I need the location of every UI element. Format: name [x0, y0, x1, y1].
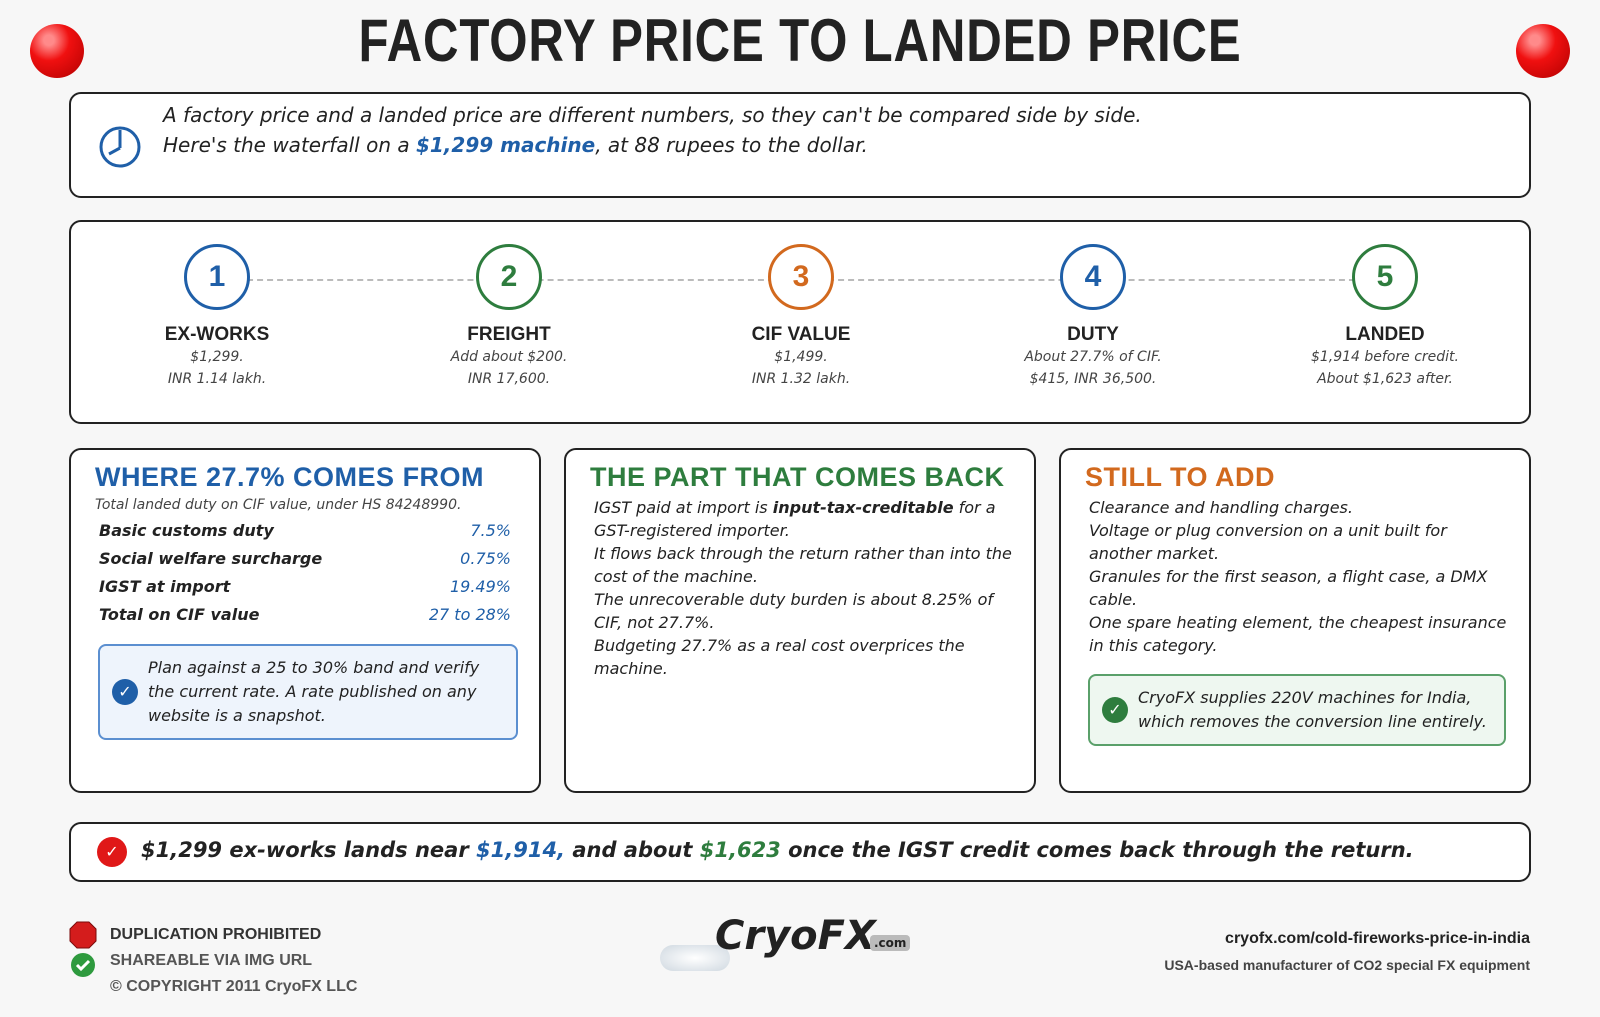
- step-text: INR 17,600.: [467, 371, 551, 387]
- duty-row: Social welfare surcharge 0.75%: [95, 544, 515, 572]
- duty-row: Basic customs duty 7.5%: [95, 516, 515, 544]
- panel-title: WHERE 27.7% COMES FROM: [95, 462, 485, 492]
- step-number: 3: [768, 244, 834, 310]
- footer-text: DUPLICATION PROHIBITED: [110, 926, 322, 943]
- duty-table: Basic customs duty 7.5% Social welfare sur…: [95, 516, 515, 628]
- footer-icons: [69, 921, 97, 977]
- step-label: FREIGHT: [467, 324, 551, 345]
- duty-panel: WHERE 27.7% COMES FROM Total landed duty…: [69, 448, 541, 793]
- footer-tagline: USA-based manufacturer of CO2 special FX…: [1164, 957, 1530, 973]
- conclusion-text: once the IGST credit comes back through …: [780, 838, 1414, 862]
- corner-ball: [30, 24, 84, 78]
- conclusion-highlight: $1,914,: [476, 838, 566, 862]
- step: 3 CIF VALUE $1,499. INR 1.32 lakh.: [681, 244, 921, 390]
- clock-icon: [99, 126, 141, 168]
- duty-value: 19.49%: [449, 576, 511, 596]
- note-box: ✓ Plan against a 25 to 30% band and veri…: [98, 644, 518, 740]
- note-text: CryoFX supplies 220V machines for India,…: [1138, 688, 1487, 731]
- duty-value: 7.5%: [470, 520, 511, 540]
- panel-title: THE PART THAT COMES BACK: [590, 462, 1005, 492]
- step: 2 FREIGHT Add about $200. INR 17,600.: [389, 244, 629, 390]
- conclusion-text: $1,299 ex-works lands near: [141, 838, 477, 862]
- title: FACTORY PRICE TO LANDED PRICE: [358, 7, 1242, 74]
- steps-box: 1 EX-WORKS $1,299. INR 1.14 lakh. 2 FREIGHT Ad…: [69, 220, 1531, 424]
- panel-bold: input-tax-creditable: [772, 498, 954, 517]
- panel-text: It flows back through the return rather …: [594, 544, 1012, 586]
- note-box: ✓ CryoFX supplies 220V machines for Indi…: [1088, 674, 1506, 746]
- add-panel: STILL TO ADD Clearance and handling char…: [1059, 448, 1531, 793]
- step-text: About $1,623 after.: [1317, 371, 1453, 387]
- step-number: 1: [184, 244, 250, 310]
- duty-label: Basic customs duty: [99, 520, 274, 540]
- duty-row: Total on CIF value 27 to 28%: [95, 600, 515, 628]
- footer-url: cryofx.com/cold-fireworks-price-in-india: [1225, 930, 1530, 947]
- check-icon: ✓: [97, 837, 127, 867]
- conclusion-highlight: $1,623: [699, 838, 781, 862]
- footer-text: © COPYRIGHT 2011 CryoFX LLC: [110, 978, 358, 995]
- note-text: Plan against a 25 to 30% band and verify…: [148, 658, 480, 725]
- step: 4 DUTY About 27.7% of CIF. $415, INR 36,500…: [973, 244, 1213, 390]
- step-label: CIF VALUE: [751, 324, 851, 345]
- step-text: $415, INR 36,500.: [1029, 371, 1157, 387]
- step: 5 LANDED $1,914 before credit. About $1,623…: [1265, 244, 1505, 390]
- panel-subtitle: Total landed duty on CIF value, under HS…: [95, 497, 462, 513]
- panel-title: STILL TO ADD: [1085, 462, 1276, 492]
- check-icon: ✓: [1102, 697, 1128, 723]
- panel-text: IGST paid at import is: [594, 498, 773, 517]
- conclusion-text: and about: [565, 838, 700, 862]
- intro-highlight: $1,299 machine: [415, 133, 596, 157]
- step-text: INR 1.32 lakh.: [751, 371, 851, 387]
- step-text: About 27.7% of CIF.: [1024, 349, 1162, 365]
- panel-text: Budgeting 27.7% as a real cost overprice…: [594, 636, 965, 678]
- credit-panel: THE PART THAT COMES BACK IGST paid at im…: [564, 448, 1036, 793]
- panel-text: Clearance and handling charges.: [1089, 498, 1353, 517]
- logo-smoke: [660, 945, 730, 971]
- corner-ball: [1516, 24, 1570, 78]
- step-text: Add about $200.: [450, 349, 568, 365]
- step-label: DUTY: [1067, 324, 1119, 345]
- intro-box: A factory price and a landed price are d…: [69, 92, 1531, 198]
- step-text: $1,914 before credit.: [1310, 349, 1460, 365]
- duty-label: Total on CIF value: [99, 604, 260, 624]
- step-label: LANDED: [1345, 324, 1425, 345]
- duty-row: IGST at import 19.49%: [95, 572, 515, 600]
- conclusion-box: ✓ $1,299 ex-works lands near $1,914, and…: [69, 822, 1531, 882]
- duty-value: 27 to 28%: [428, 604, 511, 624]
- intro-text: Here's the waterfall on a: [163, 133, 416, 157]
- duty-label: Social welfare surcharge: [99, 548, 323, 568]
- step-number: 4: [1060, 244, 1126, 310]
- footer-text: SHAREABLE VIA IMG URL: [110, 952, 313, 969]
- step-number: 5: [1352, 244, 1418, 310]
- intro-line: A factory price and a landed price are d…: [163, 103, 1142, 127]
- panel-text: Granules for the first season, a flight …: [1089, 567, 1488, 609]
- check-icon: ✓: [112, 679, 138, 705]
- step-text: INR 1.14 lakh.: [167, 371, 267, 387]
- panel-text: One spare heating element, the cheapest …: [1089, 613, 1507, 655]
- step-text: $1,499.: [774, 349, 828, 365]
- step-label: EX-WORKS: [164, 324, 270, 345]
- intro-text: , at 88 rupees to the dollar.: [595, 133, 868, 157]
- duty-label: IGST at import: [99, 576, 231, 596]
- logo: CryoFX .com: [660, 905, 960, 995]
- step-text: $1,299.: [190, 349, 244, 365]
- step-number: 2: [476, 244, 542, 310]
- duty-value: 0.75%: [460, 548, 511, 568]
- logo-text: CryoFX: [715, 913, 876, 959]
- logo-suffix: .com: [870, 935, 911, 951]
- panel-text: Voltage or plug conversion on a unit bui…: [1089, 521, 1447, 563]
- panel-text: The unrecoverable duty burden is about 8…: [594, 590, 994, 632]
- step: 1 EX-WORKS $1,299. INR 1.14 lakh.: [97, 244, 337, 390]
- panel-text: for a GST-registered importer.: [594, 498, 996, 540]
